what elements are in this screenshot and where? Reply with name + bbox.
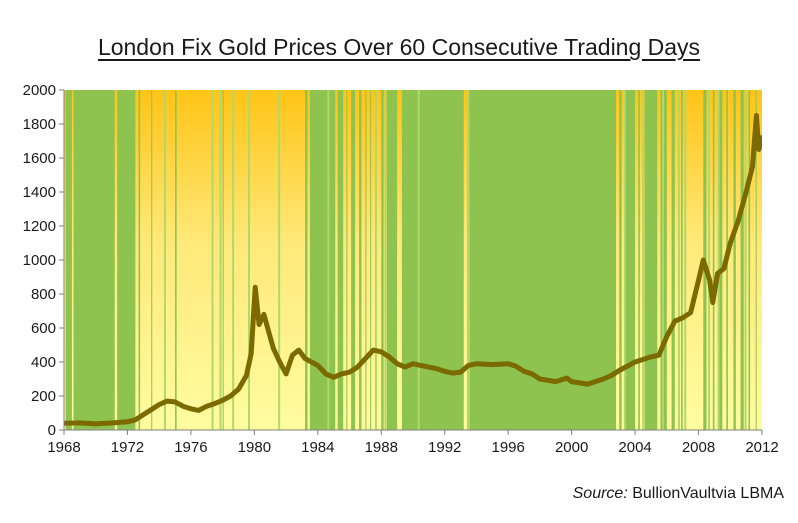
green-band-1 <box>73 90 115 430</box>
band-stripe-18 <box>744 90 747 430</box>
band-stripe-6 <box>327 90 330 430</box>
green-band-13 <box>365 90 367 430</box>
y-tick-label: 1400 <box>23 184 56 201</box>
y-tick-label: 400 <box>31 354 56 371</box>
y-tick-label: 200 <box>31 388 56 405</box>
green-band-17 <box>401 90 464 430</box>
green-band-24 <box>671 90 675 430</box>
y-tick-label: 1600 <box>23 150 56 167</box>
green-band-6 <box>222 90 224 430</box>
band-stripe-17 <box>717 90 720 430</box>
band-stripe-9 <box>417 90 420 430</box>
green-band-10 <box>346 90 348 430</box>
green-band-33 <box>755 90 757 430</box>
green-band-31 <box>740 90 744 430</box>
band-stripe-13 <box>662 90 665 430</box>
band-stripe-3 <box>232 90 235 430</box>
green-band-18 <box>469 90 617 430</box>
green-band-9 <box>337 90 344 430</box>
x-tick-label: 1988 <box>365 439 398 456</box>
band-stripe-1 <box>211 90 214 430</box>
green-band-15 <box>381 90 384 430</box>
green-band-12 <box>359 90 362 430</box>
x-tick-label: 1976 <box>174 439 207 456</box>
y-tick-label: 600 <box>31 320 56 337</box>
band-stripe-11 <box>623 90 626 430</box>
green-band-20 <box>625 90 636 430</box>
band-stripe-0 <box>163 90 166 430</box>
x-tick-label: 1996 <box>491 439 524 456</box>
band-stripe-15 <box>684 90 687 430</box>
x-tick-label: 2012 <box>745 439 778 456</box>
y-tick-label: 800 <box>31 286 56 303</box>
y-tick-label: 2000 <box>23 82 56 99</box>
chart-title: London Fix Gold Prices Over 60 Consecuti… <box>97 34 701 60</box>
x-tick-labels: 1968 1972 1976 1980 1984 1988 1992 1996 2000 2004… <box>47 439 778 456</box>
x-tick-label: 1972 <box>111 439 144 456</box>
green-band-21 <box>638 90 640 430</box>
band-stripe-2 <box>219 90 222 430</box>
source-label: Source: <box>572 485 628 502</box>
green-band-22 <box>644 90 658 430</box>
band-stripe-12 <box>642 90 645 430</box>
x-tick-label: 1992 <box>428 439 461 456</box>
green-band-5 <box>175 90 177 430</box>
green-band-2 <box>117 90 136 430</box>
y-tick-label: 1800 <box>23 116 56 133</box>
y-tick-label: 1000 <box>23 252 56 269</box>
x-tick-label: 2000 <box>555 439 588 456</box>
series-group <box>64 113 762 427</box>
x-tick-label: 2008 <box>682 439 715 456</box>
green-band-0 <box>65 90 72 430</box>
y-tick-labels: 0 200 400 600 800 1000 1200 1400 1600 1800 2000 <box>23 82 56 439</box>
series-line-0 <box>64 113 762 427</box>
green-band-27 <box>712 90 715 430</box>
green-band-4 <box>151 90 153 430</box>
source-text: BullionVaultvia LBMA <box>627 485 784 502</box>
green-band-7 <box>305 90 308 430</box>
green-band-3 <box>138 90 141 430</box>
background-bands <box>65 90 757 430</box>
y-tick-label: 0 <box>48 422 56 439</box>
green-band-28 <box>719 90 723 430</box>
band-stripe-5 <box>278 90 281 430</box>
green-band-25 <box>681 90 683 430</box>
band-stripe-14 <box>677 90 680 430</box>
band-stripe-4 <box>248 90 251 430</box>
band-stripe-8 <box>384 90 387 430</box>
x-tick-label: 1984 <box>301 439 334 456</box>
band-stripe-16 <box>708 90 711 430</box>
x-tick-label: 1980 <box>238 439 271 456</box>
x-tick-label: 2004 <box>618 439 651 456</box>
band-stripe-10 <box>466 90 469 430</box>
green-band-11 <box>351 90 356 430</box>
green-band-16 <box>386 90 398 430</box>
green-band-14 <box>370 90 372 430</box>
axes <box>59 89 763 435</box>
band-stripe-7 <box>374 90 377 430</box>
green-band-30 <box>733 90 736 430</box>
source-note: Source: BullionVaultvia LBMA <box>573 485 784 503</box>
x-tick-label: 1968 <box>47 439 80 456</box>
green-band-19 <box>619 90 622 430</box>
green-band-32 <box>748 90 751 430</box>
y-tick-label: 1200 <box>23 218 56 235</box>
